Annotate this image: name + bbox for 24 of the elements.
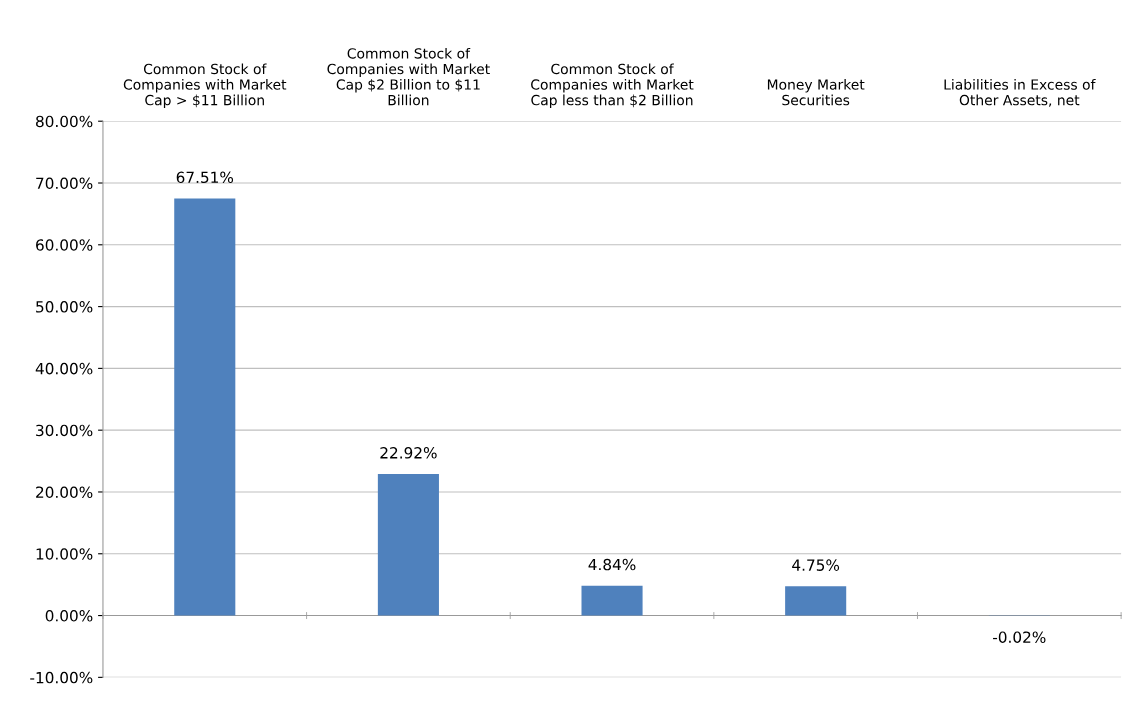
y-tick-label: 40.00% (35, 362, 93, 375)
x-tick-label: Common Stock of Companies with Market Cap > $11 Billion (123, 63, 287, 109)
bar (581, 585, 643, 616)
data-label: 67.51% (176, 171, 234, 184)
bar (174, 198, 236, 616)
data-label: 22.92% (380, 447, 437, 459)
x-tick-label: Common Stock of Companies with Market Cap less than $2 Billion (531, 63, 694, 109)
y-tick-label: 20.00% (36, 486, 93, 498)
x-tick-label: Liabilities in Excess of Other Assets, net (944, 79, 1096, 107)
y-tick-label: 80.00% (36, 115, 93, 128)
y-tick-label: 30.00% (36, 424, 93, 437)
y-tick-label: 10.00% (36, 548, 93, 560)
y-tick-label: -10.00% (30, 671, 93, 684)
data-label: 4.75% (792, 559, 840, 571)
data-label: -0.02% (993, 631, 1046, 643)
y-tick-label: 50.00% (36, 301, 93, 313)
data-label: 4.84% (588, 558, 636, 571)
bar (785, 586, 847, 616)
x-tick-label: Money Market Securities (767, 79, 865, 106)
y-tick-label: 60.00% (36, 239, 93, 251)
y-tick-label: 0.00% (45, 610, 93, 622)
x-tick-label: Common Stock of Companies with Market Cap $2 Billion to $11 Billion (327, 47, 490, 106)
bar (377, 473, 439, 616)
y-tick-label: 70.00% (36, 177, 93, 190)
